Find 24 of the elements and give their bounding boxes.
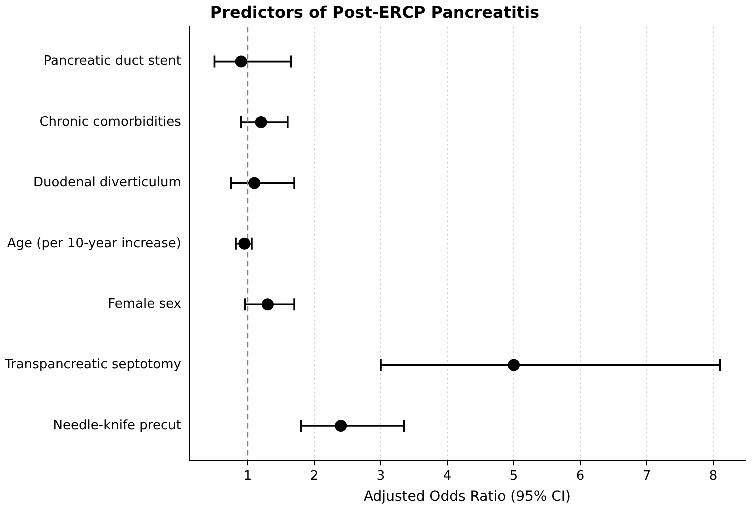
point bbox=[335, 420, 348, 432]
point bbox=[262, 298, 274, 311]
y-tick-label: Duodenal diverticulum bbox=[34, 176, 182, 191]
x-tick-label: 8 bbox=[709, 468, 718, 484]
y-tick-label: Transpancreatic septotomy bbox=[4, 358, 182, 373]
x-tick-label: 3 bbox=[376, 468, 386, 484]
x-axis-title: Adjusted Odds Ratio (95% CI) bbox=[364, 489, 571, 506]
y-tick-label: Pancreatic duct stent bbox=[44, 54, 182, 70]
chart-title: Predictors of Post-ERCP Pancreatitis bbox=[210, 2, 540, 22]
point bbox=[248, 177, 261, 190]
x-tick-label: 1 bbox=[244, 468, 252, 484]
x-tick-label: 5 bbox=[510, 468, 518, 484]
x-tick-label: 7 bbox=[642, 468, 652, 484]
point bbox=[508, 359, 520, 372]
x-tick-label: 2 bbox=[310, 468, 319, 484]
point bbox=[238, 238, 251, 250]
x-tick-label: 4 bbox=[443, 468, 452, 484]
x-tick-label: 6 bbox=[576, 468, 585, 484]
y-tick-label: Needle-knife precut bbox=[53, 418, 182, 434]
y-tick-label: Chronic comorbidities bbox=[40, 114, 182, 130]
point bbox=[255, 116, 268, 128]
y-tick-label: Female sex bbox=[108, 296, 182, 312]
point bbox=[235, 56, 248, 68]
y-tick-label: Age (per 10-year increase) bbox=[7, 236, 182, 252]
